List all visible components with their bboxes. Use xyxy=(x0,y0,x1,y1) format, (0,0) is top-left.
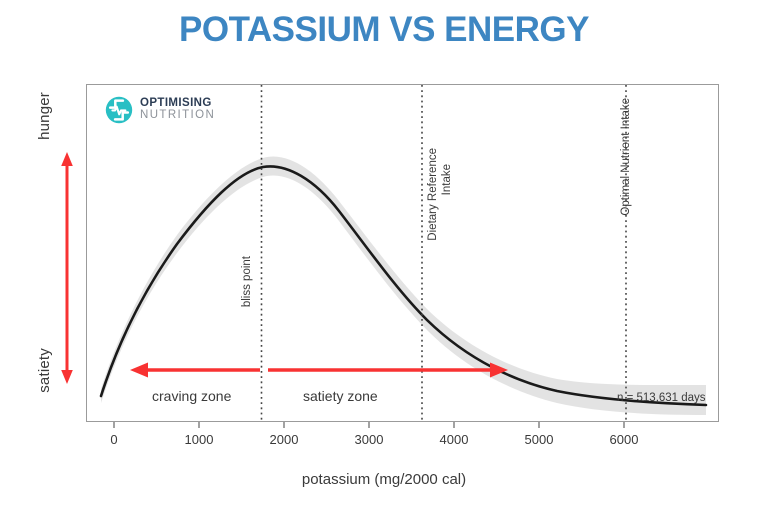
brand-line-2: NUTRITION xyxy=(140,109,216,121)
main-curve xyxy=(99,165,708,407)
craving-zone-arrow-icon xyxy=(130,362,260,378)
plot-area xyxy=(86,84,719,423)
confidence-band xyxy=(101,156,706,415)
x-tick-2000: 2000 xyxy=(269,432,299,447)
craving-zone-label: craving zone xyxy=(152,388,232,404)
satiety-zone-arrow-icon xyxy=(268,362,508,378)
dri-label-line-2: Intake xyxy=(441,164,453,196)
oni-label: Optimal Nutrient Intake xyxy=(620,98,632,216)
bliss-point-label: bliss point xyxy=(241,256,253,308)
brand-line-1: OPTIMISING xyxy=(140,97,212,110)
y-axis-double-arrow-icon xyxy=(61,152,73,384)
x-tick-6000: 6000 xyxy=(609,432,639,447)
dri-label-line-1: Dietary Reference xyxy=(427,148,439,241)
x-tick-0: 0 xyxy=(110,432,118,447)
sample-size-label: n = 513,631 days xyxy=(617,392,706,404)
satiety-zone-label: satiety zone xyxy=(303,388,378,404)
pulse-circle-icon xyxy=(105,96,133,124)
curve-plot-svg xyxy=(99,85,708,423)
x-tick-1000: 1000 xyxy=(184,432,214,447)
x-tick-4000: 4000 xyxy=(439,432,469,447)
x-axis-title: potassium (mg/2000 cal) xyxy=(301,471,467,488)
brand-logo: OPTIMISING NUTRITION xyxy=(104,95,215,125)
y-axis-top-label: hunger xyxy=(36,92,53,140)
x-tick-5000: 5000 xyxy=(524,432,554,447)
x-axis-ticks xyxy=(113,422,625,428)
page-title: POTASSIUM VS ENERGY xyxy=(179,10,589,49)
x-tick-3000: 3000 xyxy=(354,432,384,447)
y-axis-bottom-label: satiety xyxy=(36,348,53,393)
brand-text: OPTIMISING NUTRITION xyxy=(140,98,215,121)
